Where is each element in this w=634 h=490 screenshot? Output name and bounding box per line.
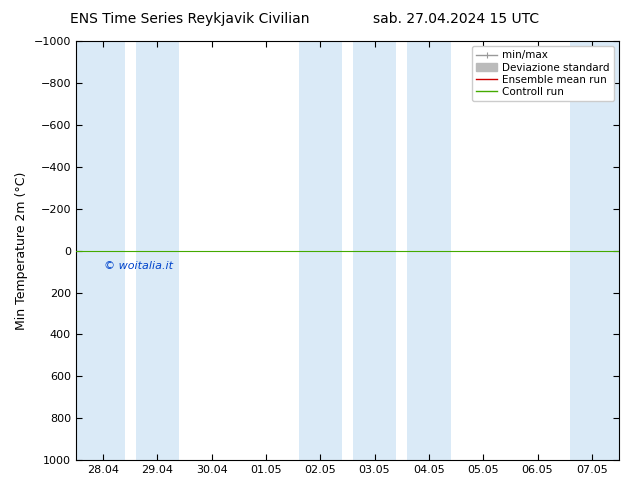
Y-axis label: Min Temperature 2m (°C): Min Temperature 2m (°C) [15, 172, 28, 330]
Legend: min/max, Deviazione standard, Ensemble mean run, Controll run: min/max, Deviazione standard, Ensemble m… [472, 46, 614, 101]
Text: sab. 27.04.2024 15 UTC: sab. 27.04.2024 15 UTC [373, 12, 540, 26]
Bar [76, 41, 125, 460]
Bar [299, 41, 342, 460]
Bar [570, 41, 619, 460]
Text: © woitalia.it: © woitalia.it [104, 261, 173, 271]
Bar [407, 41, 451, 460]
Bar [353, 41, 396, 460]
Bar [136, 41, 179, 460]
Text: ENS Time Series Reykjavik Civilian: ENS Time Series Reykjavik Civilian [70, 12, 310, 26]
